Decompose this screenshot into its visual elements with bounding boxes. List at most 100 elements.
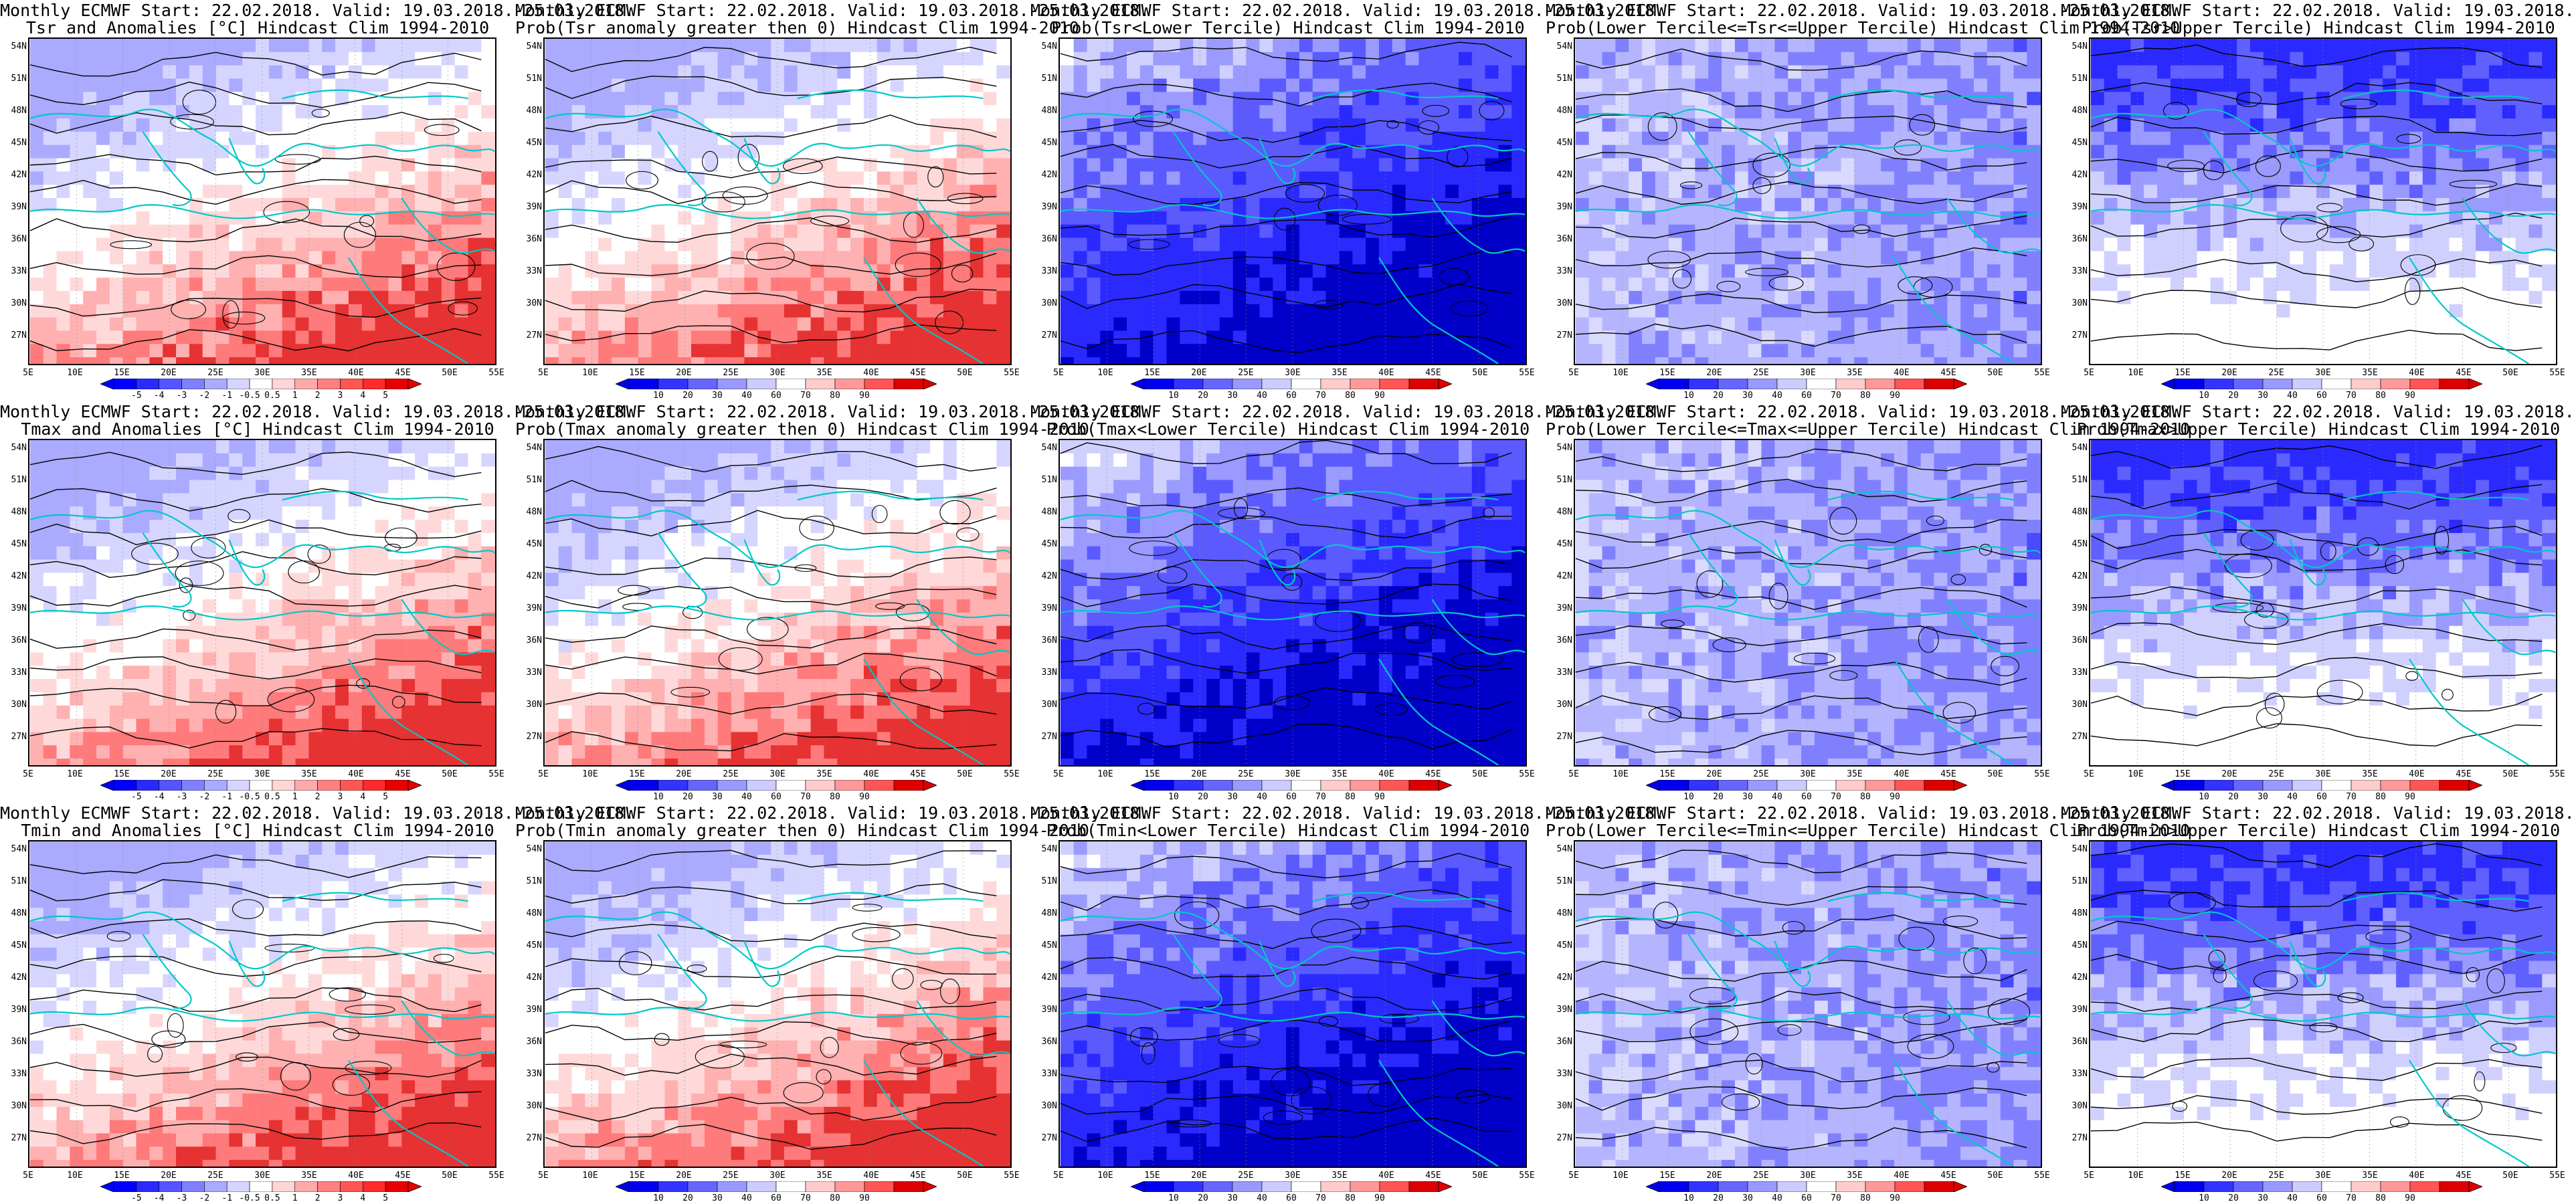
map-field-cell	[122, 39, 137, 53]
map-field-cell	[1153, 105, 1168, 120]
map-field-cell	[837, 330, 852, 345]
map-field-cell	[1471, 211, 1486, 225]
latitude-label: 51N	[1041, 74, 1057, 84]
colorbar-tick-label: 30	[2258, 391, 2268, 401]
map-field-cell	[571, 65, 586, 80]
map-field-cell	[1405, 290, 1420, 305]
map-field-cell	[56, 52, 71, 66]
map-field-cell	[295, 131, 310, 146]
map-field-cell	[268, 317, 283, 332]
map-field-cell	[2117, 185, 2132, 199]
map-field-cell	[1668, 171, 1683, 186]
map-field-cell	[401, 144, 416, 159]
map-field-cell	[1405, 78, 1420, 93]
map-field-cell	[1352, 92, 1367, 106]
map-field-cell	[441, 144, 456, 159]
latitude-label: 54N	[2072, 41, 2088, 52]
latitude-label: 27N	[11, 330, 27, 340]
map-field-cell	[1073, 185, 1088, 199]
map-field-cell	[598, 118, 613, 132]
map-field-cell	[612, 330, 626, 345]
map-field-cell	[1458, 251, 1473, 266]
map-field-cell	[1841, 264, 1855, 279]
map-field-cell	[717, 211, 732, 225]
colorbar-tick-label: 5	[383, 391, 389, 401]
map-field-cell	[1734, 237, 1749, 252]
map-field-cell	[863, 39, 878, 53]
map-field-cell	[1378, 185, 1393, 199]
map-field-cell	[2542, 52, 2556, 66]
map-field-cell	[256, 39, 270, 53]
map-field-cell	[2396, 224, 2410, 239]
map-field-cell	[308, 264, 323, 279]
map-field-cell	[624, 144, 639, 159]
panel-title-line1: Monthly ECMWF Start: 22.02.2018. Valid: …	[2061, 1, 2576, 20]
map-field-cell	[136, 78, 151, 93]
map-field-cell	[29, 158, 44, 173]
map-field-cell	[1722, 92, 1736, 106]
map-field-cell	[2462, 198, 2477, 212]
map-field-cell	[1259, 330, 1274, 345]
map-field-cell	[428, 198, 442, 212]
map-field-cell	[797, 198, 812, 212]
map-field-cell	[917, 251, 931, 266]
map-field-cell	[1087, 264, 1101, 279]
map-field-cell	[1246, 198, 1261, 212]
map-field-cell	[1100, 224, 1115, 239]
map-field-cell	[651, 224, 666, 239]
coastline	[2342, 89, 2529, 100]
map-field-cell	[1485, 185, 1499, 199]
map-field-cell	[388, 493, 403, 508]
map-field-cell	[2013, 224, 2028, 239]
map-field-cell	[375, 224, 389, 239]
map-field-cell	[215, 92, 230, 106]
map-field-cell	[771, 224, 785, 239]
map-field-cell	[1987, 237, 2001, 252]
map-field-cell	[215, 211, 230, 225]
map-field-cell	[943, 65, 957, 80]
map-field-cell	[1841, 237, 1855, 252]
map-field-cell	[1695, 211, 1710, 225]
map-field-cell	[1575, 344, 1590, 359]
map-field-cell	[1629, 211, 1643, 225]
map-field-cell	[189, 493, 203, 508]
map-field-cell	[1325, 251, 1340, 266]
map-field-cell	[1602, 185, 1617, 199]
map-field-cell	[1060, 39, 1075, 53]
map-field-cell	[468, 185, 482, 199]
map-field-cell	[784, 131, 798, 146]
map-field-cell	[136, 158, 151, 173]
map-field-cell	[1193, 290, 1208, 305]
map-field-cell	[1854, 344, 1869, 359]
map-field-cell	[1073, 357, 1088, 364]
map-field-cell	[2290, 52, 2304, 66]
map-field-cell	[890, 92, 905, 106]
map-field-cell	[1139, 304, 1154, 318]
map-field-cell	[850, 290, 864, 305]
map-field-cell	[1827, 344, 1842, 359]
map-field-cell	[664, 131, 679, 146]
map-field-cell	[1352, 171, 1367, 186]
map-field-cell	[2237, 278, 2251, 292]
map-field-cell	[1166, 65, 1181, 80]
map-field-cell	[242, 92, 257, 106]
map-field-cell	[1378, 105, 1393, 120]
map-field-cell	[1206, 78, 1220, 93]
map-field-cell	[943, 317, 957, 332]
map-field-cell	[1867, 105, 1882, 120]
map-field-cell	[1206, 264, 1220, 279]
map-field-cell	[585, 304, 600, 318]
map-field-cell	[1352, 224, 1367, 239]
map-field-cell	[2329, 290, 2344, 305]
map-field-cell	[744, 278, 759, 292]
map-field-cell	[1299, 171, 1313, 186]
map-field-cell	[83, 264, 98, 279]
map-field-cell	[1722, 278, 1736, 292]
map-field-cell	[2276, 105, 2291, 120]
map-field-cell	[43, 65, 58, 80]
map-field-cell	[2013, 237, 2028, 252]
map-field-cell	[704, 92, 719, 106]
map-field-cell	[109, 466, 124, 481]
map-field-cell	[850, 171, 864, 186]
colorbar-arrow-low	[1131, 379, 1145, 389]
